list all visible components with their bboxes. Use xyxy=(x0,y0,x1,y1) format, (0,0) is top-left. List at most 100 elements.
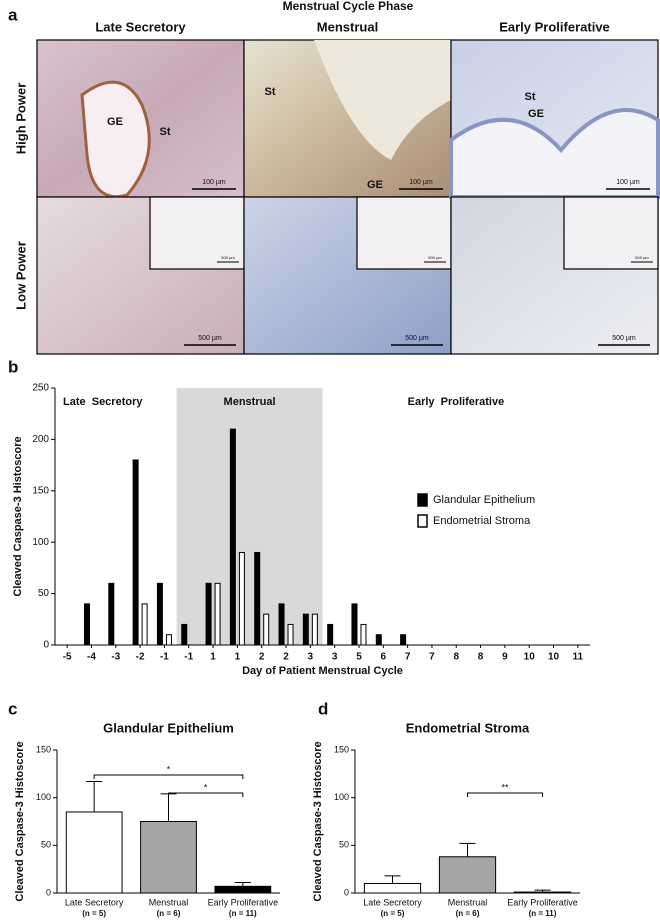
bar xyxy=(513,891,572,894)
bar xyxy=(132,459,139,646)
n-label: (n = 5) xyxy=(381,909,405,918)
column-heading: Late Secretory xyxy=(95,19,186,34)
phase-label: Early Proliferative xyxy=(408,396,505,408)
x-tick-label: 7 xyxy=(429,652,435,663)
bar xyxy=(302,613,309,646)
x-tick-label: 9 xyxy=(502,652,508,663)
tissue-label: St xyxy=(525,91,536,103)
significance-bracket xyxy=(93,774,244,779)
x-tick-label: -2 xyxy=(136,652,145,663)
scale-label: 500 µm xyxy=(221,255,235,260)
tissue-label: St xyxy=(265,86,276,98)
n-label: (n = 6) xyxy=(456,909,480,918)
panel-letter: b xyxy=(8,357,18,376)
panel-a-title: Menstrual Cycle Phase xyxy=(283,0,414,13)
scale-label: 500 µm xyxy=(428,255,442,260)
bar xyxy=(287,623,294,646)
x-tick-label: 1 xyxy=(210,652,216,663)
bar xyxy=(360,623,367,646)
bar xyxy=(400,634,407,646)
column-heading: Menstrual xyxy=(317,19,378,34)
y-tick-label: 100 xyxy=(334,792,349,802)
x-tick-label: Early Proliferative xyxy=(208,897,279,907)
scale-label: 100 µm xyxy=(202,179,226,186)
bar xyxy=(65,811,123,894)
inset xyxy=(149,196,245,270)
x-tick-label: -1 xyxy=(160,652,169,663)
y-tick-label: 0 xyxy=(43,640,49,651)
y-tick-label: 50 xyxy=(41,840,51,850)
bar xyxy=(363,882,422,894)
bar xyxy=(351,603,358,646)
x-tick-label: 6 xyxy=(381,652,387,663)
bar xyxy=(165,634,172,646)
bar xyxy=(141,603,148,646)
scale-label: 100 µm xyxy=(616,179,640,186)
bar xyxy=(254,551,261,646)
bar xyxy=(156,582,163,646)
row-heading: Low Power xyxy=(13,241,28,310)
x-tick-label: 3 xyxy=(308,652,314,663)
y-tick-label: 250 xyxy=(32,383,49,394)
x-tick-label: 8 xyxy=(478,652,484,663)
y-tick-label: 0 xyxy=(344,887,349,897)
bar xyxy=(327,623,334,646)
tissue-label: GE xyxy=(528,108,544,120)
tissue-label: St xyxy=(160,126,171,138)
bar xyxy=(311,613,318,646)
y-axis-label: Cleaved Caspase-3 Histoscore xyxy=(12,436,24,596)
x-tick-label: 10 xyxy=(548,652,560,663)
phase-label: Menstrual xyxy=(224,396,276,408)
inset xyxy=(563,196,659,270)
x-tick-label: Early Proliferative xyxy=(507,897,578,907)
y-tick-label: 150 xyxy=(334,744,349,754)
bar xyxy=(214,582,221,646)
chart-title: Glandular Epithelium xyxy=(103,720,234,735)
phase-label: Late Secretory xyxy=(63,396,143,408)
bar xyxy=(229,428,236,646)
legend-swatch xyxy=(417,514,428,528)
x-tick-label: -4 xyxy=(87,652,96,663)
lumen xyxy=(80,80,151,198)
tissue-label: GE xyxy=(107,116,123,128)
bar xyxy=(214,885,272,894)
y-axis-label: Cleaved Caspase-3 Histoscore xyxy=(14,741,26,901)
x-tick-label: Menstrual xyxy=(448,897,488,907)
n-label: (n = 5) xyxy=(82,909,106,918)
chart-title: Endometrial Stroma xyxy=(406,720,530,735)
scale-label: 500 µm xyxy=(405,335,429,342)
phase-shading xyxy=(176,388,323,645)
bar xyxy=(83,603,90,646)
panel-letter: a xyxy=(8,5,18,24)
x-tick-label: Late Secretory xyxy=(65,897,124,907)
tissue-label: GE xyxy=(367,179,383,191)
n-label: (n = 11) xyxy=(229,909,257,918)
x-tick-label: 8 xyxy=(453,652,459,663)
x-tick-label: 7 xyxy=(405,652,411,663)
significance-bracket xyxy=(168,792,244,797)
scale-label: 500 µm xyxy=(198,335,222,342)
significance-label: * xyxy=(167,764,171,774)
scale-label: 100 µm xyxy=(409,179,433,186)
bar xyxy=(205,582,212,646)
y-tick-label: 100 xyxy=(32,537,49,548)
bar xyxy=(140,821,197,894)
x-tick-label: -3 xyxy=(111,652,120,663)
legend-label: Endometrial Stroma xyxy=(433,515,531,527)
x-tick-label: 1 xyxy=(235,652,241,663)
bar xyxy=(263,613,270,646)
y-tick-label: 150 xyxy=(36,744,51,754)
n-label: (n = 11) xyxy=(529,909,557,918)
bar xyxy=(238,551,245,646)
x-tick-label: 2 xyxy=(259,652,265,663)
significance-label: ** xyxy=(501,782,509,792)
y-tick-label: 50 xyxy=(38,588,50,599)
bar xyxy=(108,582,115,646)
panel-letter: c xyxy=(8,699,17,718)
y-tick-label: 150 xyxy=(32,485,49,496)
y-tick-label: 200 xyxy=(32,434,49,445)
bar xyxy=(375,634,382,646)
legend-label: Glandular Epithelium xyxy=(433,494,535,506)
x-tick-label: Menstrual xyxy=(149,897,189,907)
